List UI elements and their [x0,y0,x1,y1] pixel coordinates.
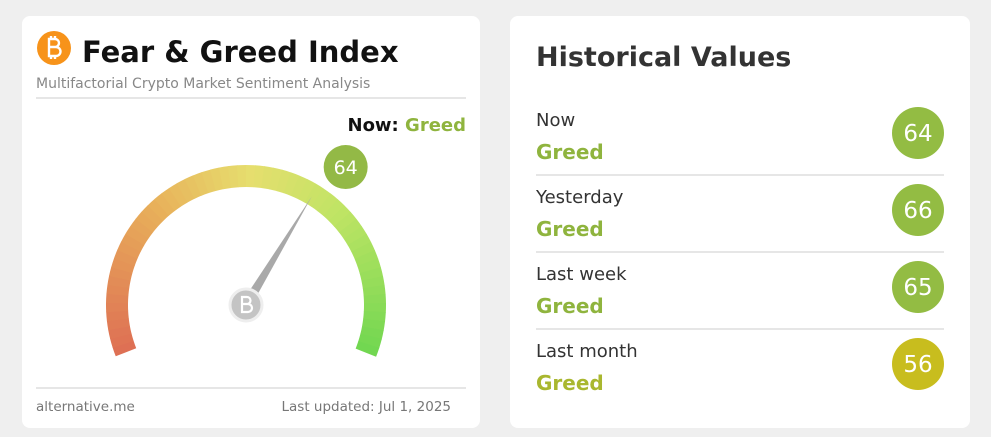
value-label: 64 [334,157,358,179]
gauge-arc [361,276,385,289]
gauge-arc [117,241,141,259]
gauge-arc [357,258,381,274]
bitcoin-icon [37,31,71,65]
gauge-arc [276,169,292,194]
gauge-arc [283,172,300,197]
row-label: Yesterday [535,187,624,208]
gauge-arc [218,166,232,190]
gauge-arc [109,266,133,281]
gauge: 64 [106,145,386,357]
gauge-arc [358,333,382,349]
updated: Last updated: Jul 1, 2025 [282,399,452,415]
gauge-arc [161,187,182,212]
history-rows: Now Greed 64 Yesterday Greed 66 Last week Greed… [535,107,944,395]
row-status: Greed [536,217,604,241]
title: Fear & Greed Index [82,35,399,69]
gauge-arc [201,169,217,194]
gauge-arc [310,188,331,212]
now-label: Now: [348,115,399,136]
gauge-arc [108,325,132,340]
gauge-arc [154,193,176,216]
gauge-arc [184,175,202,199]
now-line: Now: Greed [348,115,467,136]
gauge-arc [363,310,386,322]
gauge-arc [253,165,265,189]
gauge-arc [107,275,131,289]
hub-icon [240,295,254,314]
gauge-arc [304,183,324,207]
gauge-arc [130,218,154,239]
gauge-arc [106,284,130,296]
gauge-arc [328,205,351,227]
gauge-arc [106,318,130,331]
gauge-arc [121,233,145,252]
gauge-arc [176,178,195,203]
gauge-arc [141,204,164,227]
row-value: 65 [903,275,932,301]
row-label: Last month [536,341,638,362]
gauge-arc [351,241,375,260]
row-label: Now [536,110,575,131]
row-badge [892,261,944,313]
row-value: 56 [903,352,932,378]
gauge-arc [338,218,362,239]
row-status: Greed [536,371,604,395]
history-title: Historical Values [536,42,791,73]
gauge-arc [361,318,386,331]
gauge-arc [355,340,380,357]
value-bubble [323,145,368,190]
row-badge [892,184,944,236]
gauge-arc [354,250,379,267]
row-badge [892,338,944,390]
gauge-arc [290,175,308,200]
gauge-arc [192,172,209,196]
gauge-arc [135,211,159,233]
subtitle: Multifactorial Crypto Market Sentiment A… [36,76,370,92]
gauge-arc [347,233,372,253]
gauge-arc [110,333,134,348]
gauge-arc [297,179,316,203]
gauge-arc [106,310,129,322]
row-status: Greed [536,294,604,318]
gauge-arc [268,167,283,192]
needle [241,196,312,308]
history-card [510,16,970,428]
gauge-arc [261,166,274,190]
row-badge [892,107,944,159]
gauge-arc [362,284,386,297]
gauge-arc [343,226,367,246]
gauge-arc [359,267,384,282]
gauge-arc [113,249,138,266]
row-value: 64 [903,121,932,147]
gauge-arc [323,199,345,222]
gauge-arc [227,165,239,189]
gauge-arc [334,211,357,233]
row-label: Last week [536,264,627,285]
gauge-arc [112,340,137,357]
gauge-arc [360,326,384,340]
now-status: Greed [405,115,466,136]
gauge-arc [168,183,188,207]
gauge-arc [147,198,170,222]
source: alternative.me [36,399,135,415]
row-status: Greed [536,140,604,164]
gauge-arc [317,193,338,217]
gauge-arc [210,167,224,191]
gauge-arc [111,258,135,274]
gauge-arc [125,225,149,246]
row-value: 66 [903,198,932,224]
